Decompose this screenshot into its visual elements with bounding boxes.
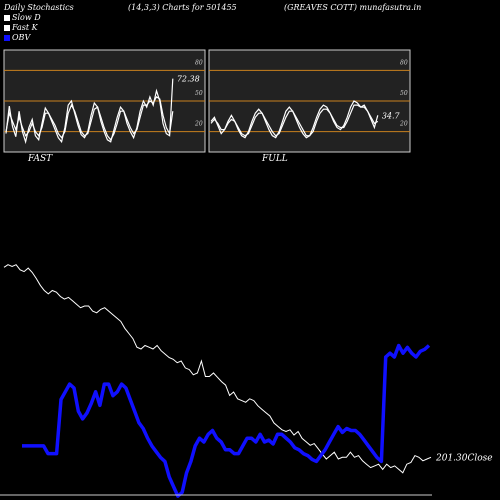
legend-obv: OBV — [4, 33, 30, 42]
full-level-label-80: 80 — [400, 59, 408, 66]
company-title: (GREAVES COTT) munafasutra.in — [284, 3, 422, 12]
chart-params: (14,3,3) Charts for 501455 — [128, 3, 237, 12]
legend-label-fast-k: Fast K — [12, 23, 38, 32]
legend-label-obv: OBV — [12, 33, 31, 42]
fast-last-value-label: 72.38 — [177, 75, 200, 84]
full-last-value-label: 34.7 — [382, 111, 401, 120]
fast-level-label-80: 80 — [195, 59, 203, 66]
indicator-title: Daily Stochastics — [4, 3, 74, 12]
fast-series-slow-d — [5, 96, 174, 141]
legend-swatch-fast-k — [4, 25, 10, 31]
legend-label-slow-d: Slow D — [12, 13, 41, 22]
legend-swatch-slow-d — [4, 15, 10, 21]
fast-panel-label: FAST — [28, 154, 53, 164]
legend-slow-d: Slow D — [4, 13, 41, 22]
legend-fast-k: Fast K — [4, 23, 38, 32]
full-series-slow-d — [210, 104, 379, 137]
legend-swatch-obv — [4, 35, 10, 41]
fast-level-label-50: 50 — [195, 90, 203, 97]
close-price-line — [3, 264, 432, 474]
close-last-value-label: 201.30Close — [435, 453, 493, 463]
fast-level-label-20: 20 — [194, 121, 203, 128]
obv-line — [22, 343, 431, 498]
full-level-label-20: 20 — [399, 121, 408, 128]
full-level-label-50: 50 — [400, 90, 408, 97]
full-panel-label: FULL — [262, 154, 288, 164]
